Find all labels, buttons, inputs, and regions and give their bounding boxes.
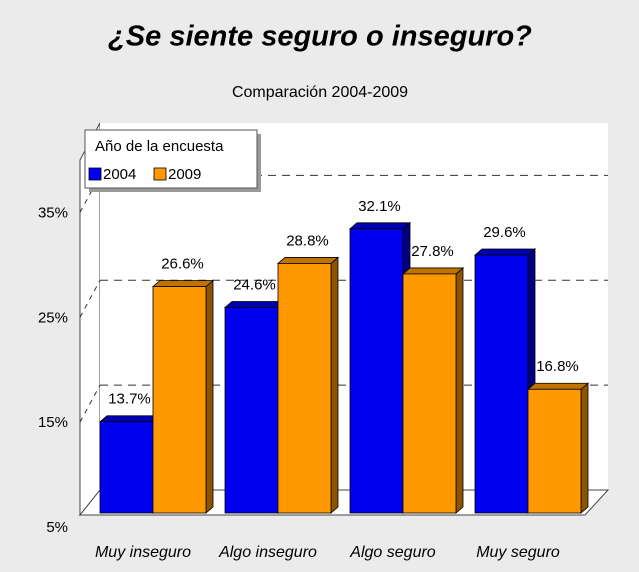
legend-box: [84, 129, 258, 189]
value-label: 13.7%: [108, 391, 151, 408]
bar-top: [223, 301, 287, 308]
value-label: 26.6%: [161, 255, 204, 272]
grid-line: [79, 280, 101, 318]
bar: [276, 256, 340, 514]
chart-subtitle: Comparación 2004-2009: [232, 84, 408, 101]
bar-top: [401, 267, 465, 275]
grid-line: [79, 175, 101, 213]
chart-title: ¿Se siente seguro o inseguro?: [108, 21, 532, 53]
bar-front: [474, 254, 529, 514]
bar: [473, 248, 537, 514]
value-label: 29.6%: [483, 224, 526, 241]
bar-front: [224, 307, 279, 514]
bar: [348, 221, 412, 514]
bar-top: [98, 415, 162, 423]
bar-top: [473, 248, 537, 256]
legend-label: 2004: [103, 166, 136, 183]
bar: [526, 382, 590, 514]
value-label: 27.8%: [411, 243, 454, 260]
value-label: 32.1%: [358, 198, 401, 215]
legend-swatch: [153, 167, 167, 181]
bar: [401, 267, 465, 514]
bar: [151, 279, 215, 514]
legend-title: Año de la encuesta: [95, 138, 224, 155]
legend-swatch: [88, 167, 102, 181]
value-label: 16.8%: [536, 358, 579, 375]
bar-side: [330, 256, 339, 514]
bar-top: [348, 222, 412, 230]
bar-front: [152, 286, 207, 514]
bar-side: [205, 279, 214, 514]
y-tick-label: 25%: [38, 309, 68, 326]
bar-front: [349, 228, 404, 514]
bar-front: [277, 263, 332, 514]
bar-side: [455, 267, 464, 514]
x-tick-label: Muy seguro: [476, 544, 560, 561]
x-tick-label: Algo inseguro: [218, 544, 317, 561]
bar-top: [276, 257, 340, 264]
bar-side: [580, 382, 589, 514]
x-tick-label: Algo seguro: [349, 544, 435, 561]
x-tick-label: Muy inseguro: [95, 544, 191, 561]
y-tick-label: 35%: [38, 204, 68, 221]
value-label: 28.8%: [286, 232, 329, 249]
bar-top: [526, 382, 590, 390]
bar-front: [527, 388, 582, 514]
bar: [98, 414, 162, 514]
bar-front: [99, 421, 154, 514]
bar-front: [402, 273, 457, 514]
bar: [223, 300, 287, 514]
legend-label: 2009: [168, 166, 201, 183]
y-tick-label: 15%: [38, 414, 68, 431]
y-tick-label: 5%: [46, 519, 68, 536]
bar-top: [151, 280, 215, 287]
grid-line: [79, 384, 101, 423]
value-label: 24.6%: [233, 276, 276, 293]
